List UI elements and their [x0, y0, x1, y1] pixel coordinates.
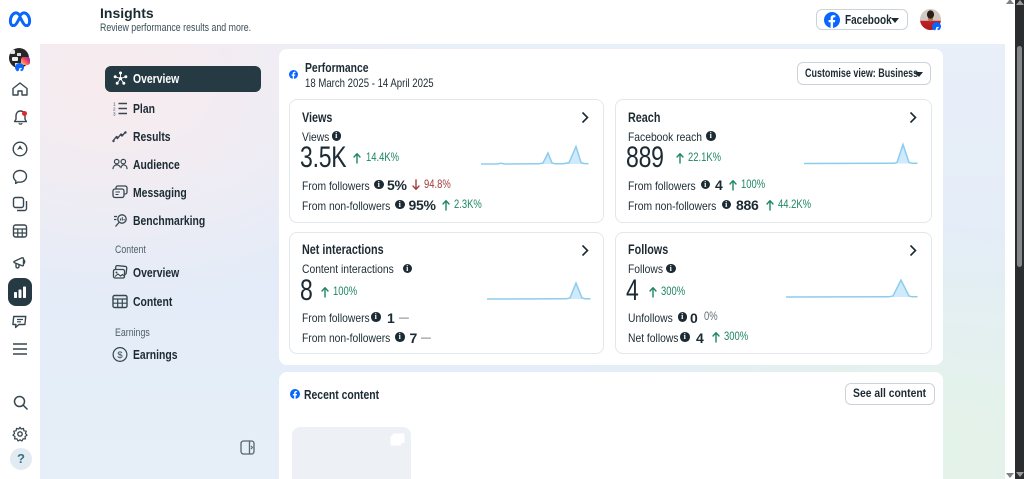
svg-text:$: $ [117, 348, 123, 359]
svg-text:1: 1 [113, 101, 116, 106]
svg-text:2: 2 [113, 106, 116, 111]
svg-text:3: 3 [113, 111, 116, 116]
